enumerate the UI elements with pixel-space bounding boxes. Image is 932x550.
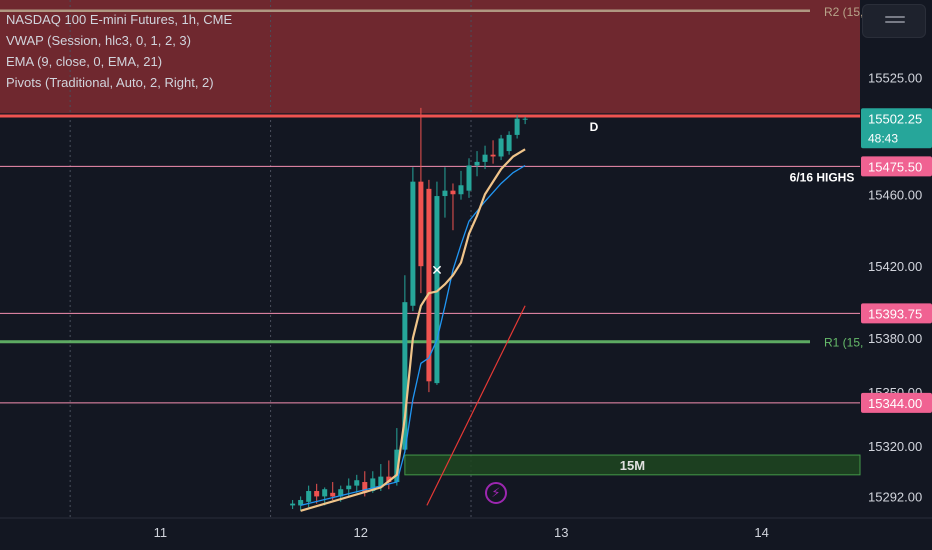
candle-body (490, 154, 496, 157)
y-tick-label: 15320.00 (868, 439, 922, 454)
candle-body (410, 181, 416, 306)
candle-body (346, 485, 352, 490)
candle (514, 115, 520, 139)
candle (314, 483, 320, 504)
price-label-text: 15502.25 (868, 111, 922, 126)
candle-body (474, 161, 480, 166)
candle (522, 116, 528, 125)
price-label-text: 15344.00 (868, 396, 922, 411)
price-label-box (861, 392, 932, 413)
candle (418, 107, 424, 294)
y-tick-label: 15292.00 (868, 489, 922, 504)
candle (426, 179, 432, 393)
candle (290, 500, 296, 510)
x-tick-label: 13 (554, 525, 568, 540)
candle-body (386, 476, 392, 483)
candle (474, 151, 480, 177)
candle (498, 134, 504, 161)
level-label: D (590, 120, 599, 134)
candle-body (458, 185, 464, 195)
candle-body (306, 491, 312, 502)
level-label: 6/16 HIGHS (790, 170, 855, 184)
candle (466, 158, 472, 198)
price-label: 15475.50 (861, 156, 932, 177)
candle-body (426, 188, 432, 382)
candle-body (314, 491, 320, 497)
candle-body (498, 138, 504, 157)
x-tick-label: 12 (354, 525, 368, 540)
price-label-box (861, 108, 932, 149)
candle-body (290, 503, 296, 506)
candle-body (402, 302, 408, 450)
price-label-text: 15475.50 (868, 159, 922, 174)
candle-body (466, 165, 472, 191)
candle-body (298, 500, 304, 506)
y-tick-label: 15420.00 (868, 259, 922, 274)
candle (450, 183, 456, 231)
candle (482, 145, 488, 170)
y-tick-label: 15460.00 (868, 187, 922, 202)
y-tick-label: 15380.00 (868, 331, 922, 346)
price-label: 15502.25 48:43 (861, 108, 932, 149)
candle-body (322, 489, 328, 497)
price-label-box (861, 303, 932, 324)
candle-body (338, 489, 344, 497)
candle-body (394, 449, 400, 483)
candle (354, 474, 360, 493)
layout-menu-icon (885, 16, 905, 28)
candle (298, 496, 304, 511)
support-zone-label: 15M (620, 458, 645, 473)
candle-body (362, 482, 368, 493)
trend-line (426, 305, 526, 506)
candle (506, 131, 512, 155)
ema-line (300, 164, 526, 507)
candle-body (378, 476, 384, 488)
candle-body (442, 190, 448, 197)
candle-body (522, 118, 528, 120)
price-label: 15344.00 (861, 392, 932, 413)
candle (322, 487, 328, 506)
price-label-box (861, 156, 932, 177)
pivot-label-r2: R2 (15, (824, 5, 863, 19)
resistance-zone (0, 0, 860, 114)
candle-body (330, 492, 336, 497)
pivot-label-r1: R1 (15, (824, 336, 863, 350)
candle-body (482, 154, 488, 162)
cross-marker: ✕ (431, 262, 443, 278)
candle (490, 140, 496, 164)
y-tick-label: 15525.00 (868, 70, 922, 85)
candle (410, 167, 416, 312)
price-label: 15393.75 (861, 303, 932, 324)
price-label-text: 15393.75 (868, 306, 922, 321)
candle-body (354, 480, 360, 486)
vwap-line (300, 148, 526, 512)
lightning-icon[interactable]: ⚡ (485, 482, 507, 504)
x-tick-label: 11 (154, 525, 168, 540)
candle-body (450, 190, 456, 195)
candle-body (370, 478, 376, 492)
price-label-countdown: 48:43 (868, 131, 898, 145)
support-zone (404, 454, 861, 476)
candle-body (434, 196, 440, 384)
candle (442, 167, 448, 218)
candle-body (514, 118, 520, 135)
candle-body (418, 181, 424, 267)
candle-body (506, 134, 512, 152)
candle (458, 170, 464, 200)
x-tick-label: 14 (754, 525, 768, 540)
candle (434, 181, 440, 385)
layout-menu-button[interactable] (862, 4, 926, 38)
